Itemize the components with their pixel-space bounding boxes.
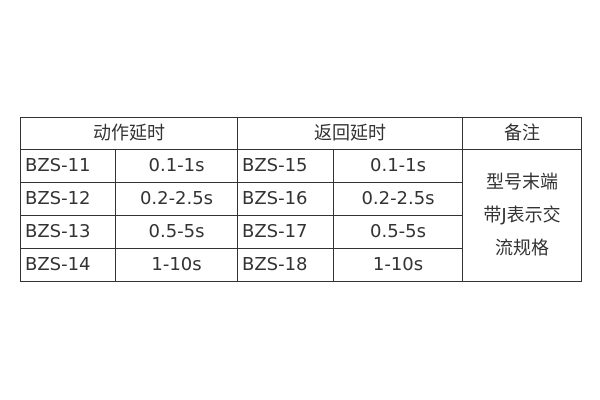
action-range: 1-10s xyxy=(115,248,238,282)
table-row: BZS-12 0.2-2.5s BZS-16 0.2-2.5s xyxy=(20,182,582,216)
return-range: 0.1-1s xyxy=(333,149,463,183)
action-model: BZS-12 xyxy=(20,182,116,216)
table-row: BZS-11 0.1-1s BZS-15 0.1-1s 型号末端 带J表示交 流… xyxy=(20,149,582,282)
header-action-delay: 动作延时 xyxy=(20,117,238,150)
action-range: 0.1-1s xyxy=(115,149,238,183)
return-model: BZS-18 xyxy=(237,248,334,282)
action-model: BZS-13 xyxy=(20,215,116,249)
return-range: 1-10s xyxy=(333,248,463,282)
action-model: BZS-14 xyxy=(20,248,116,282)
note-line: 流规格 xyxy=(495,238,549,259)
table-row: BZS-14 1-10s BZS-18 1-10s xyxy=(20,248,582,282)
delay-spec-table: 动作延时 返回延时 备注 BZS-11 0.1-1s BZS-15 0.1-1s… xyxy=(20,117,582,282)
action-range: 0.5-5s xyxy=(115,215,238,249)
return-range: 0.5-5s xyxy=(333,215,463,249)
action-range: 0.2-2.5s xyxy=(115,182,238,216)
note-cell: 型号末端 带J表示交 流规格 xyxy=(462,149,582,282)
header-row: 动作延时 返回延时 备注 xyxy=(20,117,582,150)
return-model: BZS-15 xyxy=(237,149,334,183)
note-line: 带J表示交 xyxy=(483,205,561,226)
return-model: BZS-16 xyxy=(237,182,334,216)
header-return-delay: 返回延时 xyxy=(237,117,463,150)
header-note: 备注 xyxy=(462,117,582,150)
action-model: BZS-11 xyxy=(20,149,116,183)
table-row: BZS-13 0.5-5s BZS-17 0.5-5s xyxy=(20,215,582,249)
note-line: 型号末端 xyxy=(486,172,558,193)
return-model: BZS-17 xyxy=(237,215,334,249)
return-range: 0.2-2.5s xyxy=(333,182,463,216)
